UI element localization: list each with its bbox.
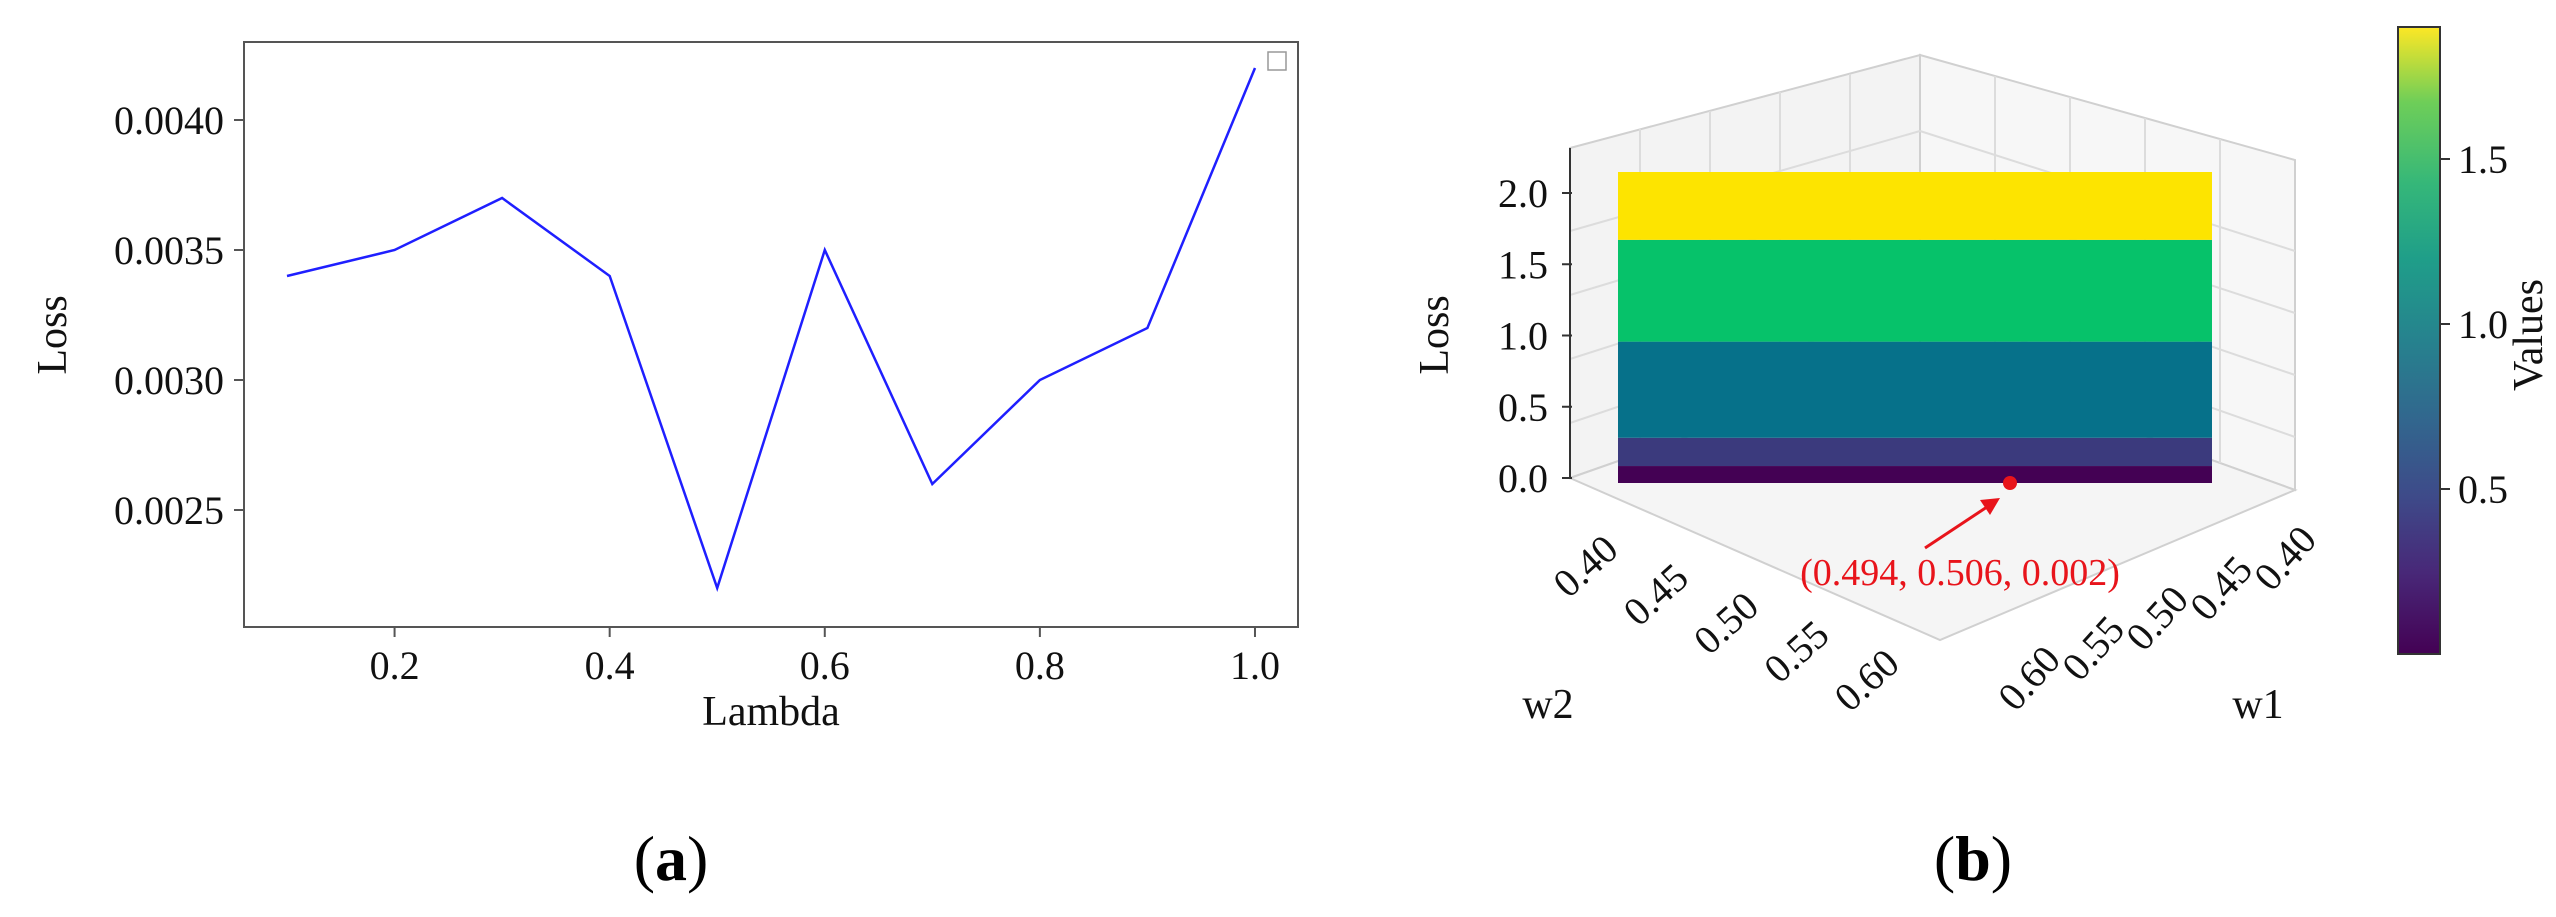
z-tick-label: 1.0 (1498, 314, 1548, 359)
surface (1618, 172, 2212, 483)
y-tick-label: 0.0040 (114, 98, 224, 143)
w1-tick-label: 0.45 (2181, 547, 2261, 629)
panel-label-b: (b) (1934, 823, 2012, 894)
y-tick-label: 0.0035 (114, 228, 224, 273)
surface-band (1618, 172, 2212, 240)
surface-band (1618, 437, 2212, 467)
x-tick-label: 0.8 (1015, 643, 1065, 688)
minimum-annotation: (0.494, 0.506, 0.002) (1800, 552, 2120, 594)
z-tick-label: 0.0 (1498, 456, 1548, 501)
z-tick-label: 1.5 (1498, 242, 1548, 287)
surface-band (1618, 341, 2212, 438)
w1-tick-label: 0.40 (2245, 517, 2325, 599)
x-tick-label: 0.2 (370, 643, 420, 688)
colorbar-tick-label: 1.0 (2458, 302, 2508, 347)
annotation-arrowhead (1980, 498, 2000, 515)
surface-band (1618, 239, 2212, 342)
surface-band (1618, 466, 2212, 483)
y-axis-label: Loss (30, 295, 76, 374)
minimum-point (2003, 476, 2017, 490)
plot-area (243, 41, 1299, 628)
w2-axis-label: w2 (1522, 682, 1573, 728)
z-tick-label: 0.5 (1498, 385, 1548, 430)
w1-tick-label: 0.55 (2053, 607, 2133, 689)
annotation-arrow (1924, 501, 1994, 550)
w2-tick-label: 0.40 (1544, 526, 1626, 606)
x-axis-ticks: 0.2 0.4 0.6 0.8 1.0 (370, 627, 1280, 688)
x-tick-label: 0.6 (800, 643, 850, 688)
w1-axis-label: w1 (2232, 682, 2283, 728)
x-tick-label: 1.0 (1230, 643, 1280, 688)
colorbar (2397, 26, 2441, 655)
line-chart-panel: 0.2 0.4 0.6 0.8 1.0 0.0025 0.0030 0.0035 0.0040… (30, 41, 1299, 894)
w1-tick-label: 0.60 (1989, 637, 2069, 719)
x-tick-label: 0.4 (585, 643, 635, 688)
z-axis-ticks: 0.0 0.5 1.0 1.5 2.0 (1498, 171, 1572, 501)
colorbar-label: Values (2506, 279, 2552, 391)
z-axis-label: Loss (1412, 295, 1458, 374)
panel-label-a: (a) (634, 823, 709, 894)
y-tick-label: 0.0030 (114, 358, 224, 403)
loss-line (286, 67, 1257, 592)
colorbar-tick-label: 0.5 (2458, 467, 2508, 512)
surface-chart-panel: 0.00.51.01.52.0 Loss 0.400.450.500.550.6… (1412, 26, 2552, 894)
z-tick-label: 2.0 (1498, 171, 1548, 216)
w2-tick-label: 0.50 (1685, 583, 1767, 663)
w1-tick-label: 0.50 (2117, 577, 2197, 659)
w2-tick-label: 0.55 (1755, 611, 1837, 691)
w2-tick-label: 0.45 (1615, 554, 1697, 634)
y-tick-label: 0.0025 (114, 488, 224, 533)
legend-box (1267, 51, 1287, 71)
x-axis-label: Lambda (702, 689, 840, 735)
colorbar-ticks: 0.5 1.0 1.5 (2440, 137, 2508, 512)
colorbar-tick-label: 1.5 (2458, 137, 2508, 182)
w2-tick-label: 0.60 (1826, 640, 1908, 720)
y-axis-ticks: 0.0025 0.0030 0.0035 0.0040 (114, 98, 244, 533)
